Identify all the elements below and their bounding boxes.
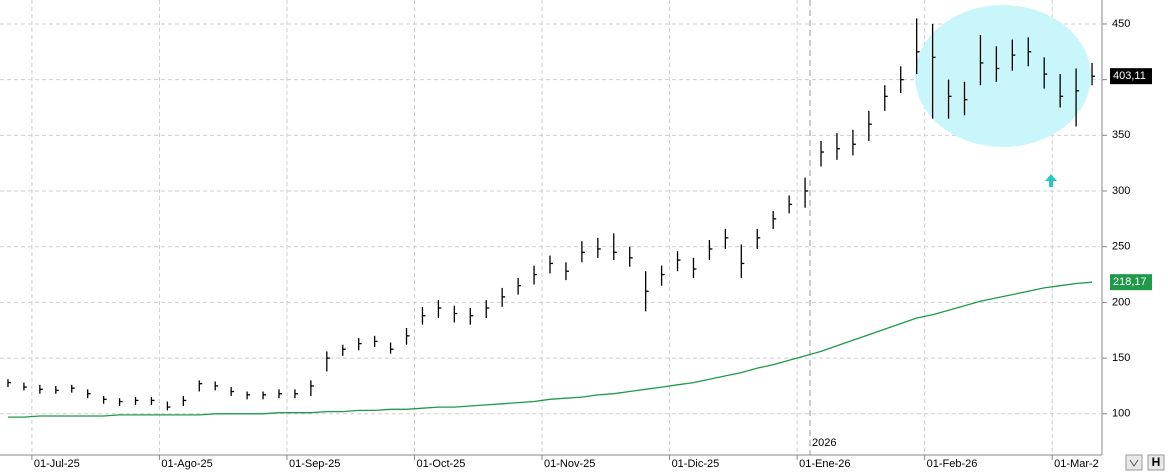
moving-average-line	[8, 281, 1093, 418]
x-tick-label: 01-Ago-25	[161, 458, 212, 470]
arrow-icon	[1045, 174, 1057, 187]
y-tick-label: 200	[1112, 296, 1130, 308]
x-tick-label: 01-Dic-25	[672, 458, 720, 470]
last-value-label: 218,17	[1113, 276, 1147, 288]
last-value-box	[1110, 68, 1152, 85]
x-tick-label: 01-Nov-25	[544, 458, 595, 470]
zoom-icon	[1129, 459, 1139, 467]
axes: 10015020025030035040045001-Jul-2501-Ago-…	[31, 18, 1152, 470]
y-tick-label: 350	[1112, 129, 1130, 141]
grid	[0, 0, 1100, 455]
x-tick-label: 01-Oct-25	[416, 458, 465, 470]
pan-icon: H	[1152, 455, 1161, 469]
x-tick-label: 01-Feb-26	[927, 458, 978, 470]
x-tick-label: 01-Sep-25	[289, 458, 340, 470]
y-tick-label: 250	[1112, 241, 1130, 253]
last-value-box	[1110, 274, 1152, 291]
pan-button[interactable]	[1147, 454, 1165, 471]
highlight-ellipse	[915, 5, 1091, 147]
x-tick-label: 01-Mar-2	[1054, 458, 1099, 470]
marks	[7, 18, 1096, 418]
last-value-label: 403,11	[1113, 70, 1146, 82]
zoom-button[interactable]	[1125, 454, 1143, 471]
y-tick-label: 150	[1112, 352, 1130, 364]
y-tick-label: 100	[1112, 408, 1130, 420]
y-tick-label: 450	[1112, 18, 1130, 30]
x-tick-label: 01-Jul-25	[34, 458, 80, 470]
year-label: 2026	[812, 437, 836, 449]
y-tick-label: 300	[1112, 185, 1130, 197]
x-tick-label: 01-Ene-26	[799, 458, 850, 470]
